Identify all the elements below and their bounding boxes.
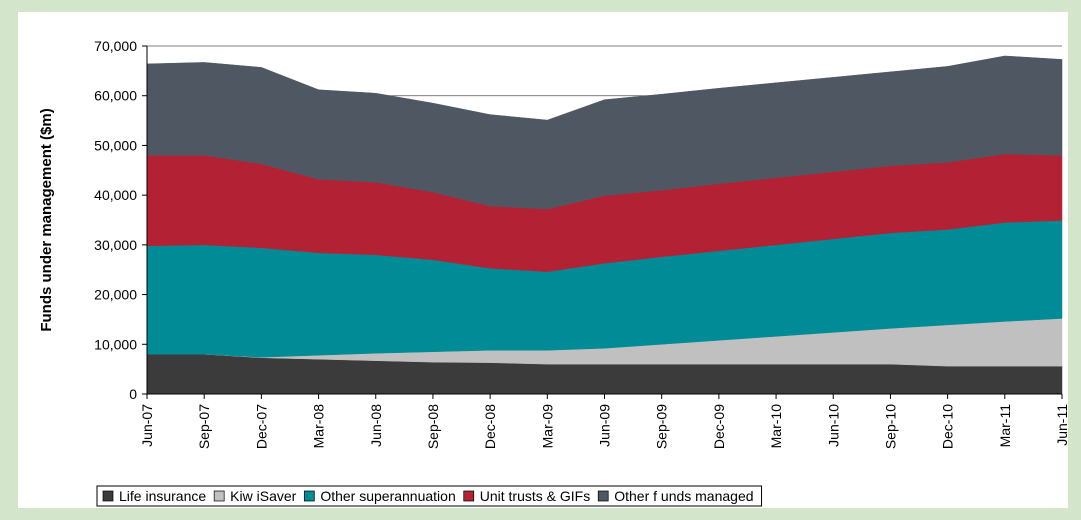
x-tick-label: Dec-08: [482, 404, 498, 449]
x-tick-label: Dec-09: [711, 404, 727, 449]
area: [146, 55, 1063, 210]
x-tick-label: Mar-08: [311, 404, 327, 449]
x-tick-label: Sep-08: [425, 404, 441, 449]
legend-label: Unit trusts & GIFs: [480, 488, 590, 504]
legend-label: Other f unds managed: [614, 488, 753, 504]
legend-swatch: [213, 490, 225, 502]
x-tick-label: Sep-10: [882, 404, 898, 449]
y-tick-label: 20,000: [94, 287, 137, 303]
x-tick-label: Mar-10: [768, 404, 784, 449]
legend-swatch: [597, 490, 609, 502]
legend-swatch: [303, 490, 315, 502]
legend-label: Life insurance: [119, 488, 206, 504]
y-tick-label: 10,000: [94, 336, 137, 352]
x-tick-label: Jun-11: [1054, 404, 1070, 446]
y-tick-label: 0: [129, 386, 137, 402]
legend-label: Other superannuation: [320, 488, 455, 504]
x-tick-label: Sep-09: [654, 404, 670, 449]
x-tick-label: Jun-08: [368, 404, 384, 447]
legend-swatch: [102, 490, 114, 502]
y-axis-label: Funds under management ($m): [38, 108, 55, 331]
legend-label: Kiw iSaver: [230, 488, 296, 504]
y-tick-label: 60,000: [94, 88, 137, 104]
legend-swatch: [463, 490, 475, 502]
x-tick-label: Jun-07: [139, 404, 155, 447]
x-tick-label: Jun-09: [597, 404, 613, 447]
x-tick-label: Mar-09: [539, 404, 555, 449]
y-tick-label: 30,000: [94, 237, 137, 253]
x-tick-label: Mar-11: [997, 404, 1013, 448]
legend-frame: [96, 485, 763, 507]
legend: Life insurance Kiw iSaver Other superannua…: [96, 485, 763, 507]
x-tick-label: Sep-07: [196, 404, 212, 449]
x-tick-label: Jun-10: [825, 404, 841, 447]
x-tick-label: Dec-10: [940, 404, 956, 449]
y-tick-label: 40,000: [94, 187, 137, 203]
y-tick-label: 70,000: [94, 38, 137, 54]
x-tick-label: Dec-07: [253, 404, 269, 449]
y-tick-label: 50,000: [94, 137, 137, 153]
